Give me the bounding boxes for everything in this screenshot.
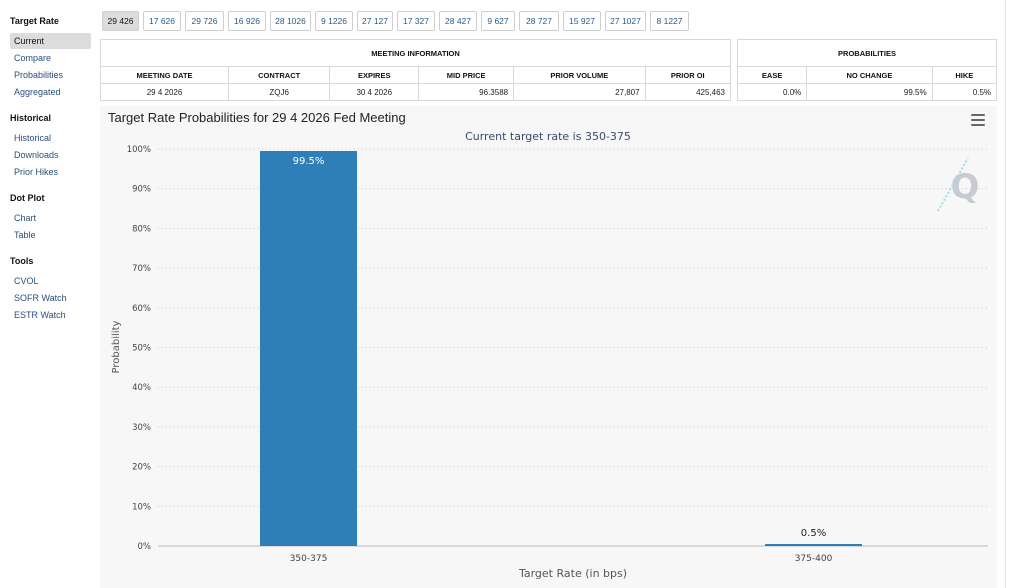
column-header: CONTRACT [228,66,331,84]
table-cell: ZQJ6 [228,83,331,101]
sidebar-item-probabilities[interactable]: Probabilities [14,70,64,80]
y-tick-label: 10% [132,502,151,512]
chart-panel: Target Rate Probabilities for 29 4 2026 … [100,106,997,588]
hamburger-menu-icon[interactable] [971,114,985,126]
x-tick-label: 375-400 [795,554,833,564]
column-header: EXPIRES [329,66,420,84]
column-header: PRIOR VOLUME [513,66,646,84]
y-tick-label: 20% [132,463,151,473]
y-axis-title: Probability [111,320,122,373]
probabilities-title: PROBABILITIES [737,39,997,67]
probability-bar-chart: Current target rate is 350-375 0% 10% 20% 30… [111,130,988,580]
y-tick-label: 70% [132,264,151,274]
probabilities-table: PROBABILITIES EASE NO CHANGE HIKE 0.0% 99.5… [736,39,998,101]
tab-meeting-28-427[interactable]: 28 427 [439,11,477,31]
sidebar-item-historical[interactable]: Historical [14,133,52,143]
column-header: MID PRICE [418,66,515,84]
column-header: EASE [736,66,808,84]
y-tick-label: 80% [132,224,151,234]
tab-meeting-15-927[interactable]: 15 927 [563,11,601,31]
table-cell: 0.0% [736,83,808,101]
sidebar: Target Rate Current Compare Probabilities Ag… [0,0,98,588]
table-cell: 0.5% [931,83,998,101]
y-tick-label: 100% [127,145,151,155]
table-cell: 27,807 [513,83,646,101]
y-tick-label: 60% [132,304,151,314]
sidebar-item-prior-hikes[interactable]: Prior Hikes [14,167,59,177]
tab-meeting-17-327[interactable]: 17 327 [397,11,435,31]
x-tick-label: 350-375 [290,554,328,564]
bar-350-375 [260,150,357,547]
table-cell: 425,463 [644,83,732,101]
sidebar-item-aggregated[interactable]: Aggregated [14,87,61,97]
chart-title: Target Rate Probabilities for 29 4 2026 … [108,110,406,125]
sidebar-item-downloads[interactable]: Downloads [14,150,59,160]
meeting-information-table: MEETING INFORMATION MEETING DATE CONTRACT… [99,39,732,101]
data-label: 0.5% [801,528,826,539]
data-label: 99.5% [293,156,325,167]
bar-375-400 [765,544,862,547]
y-tick-label: 30% [132,423,151,433]
column-header: MEETING DATE [99,66,230,84]
tab-meeting-17-626[interactable]: 17 626 [143,11,181,31]
tab-meeting-29-726[interactable]: 29 726 [185,11,224,31]
sidebar-section-target-rate: Target Rate [10,16,59,26]
sidebar-item-cvol[interactable]: CVOL [14,276,39,286]
tab-meeting-8-1227[interactable]: 8 1227 [650,11,689,31]
chart-subtitle: Current target rate is 350-375 [465,130,631,143]
sidebar-item-compare[interactable]: Compare [14,53,52,63]
scrollbar-track[interactable] [1005,0,1006,588]
table-cell: 99.5% [806,83,933,101]
tab-meeting-27-1027[interactable]: 27 1027 [605,11,646,31]
logo-watermark-icon: Q [951,167,980,207]
sidebar-item-table[interactable]: Table [14,230,36,240]
x-axis-title: Target Rate (in bps) [518,567,627,580]
sidebar-item-estr-watch[interactable]: ESTR Watch [14,310,66,320]
column-header: HIKE [931,66,998,84]
sidebar-item-current[interactable]: Current [10,33,91,49]
sidebar-section-historical: Historical [10,113,52,123]
tab-meeting-16-926[interactable]: 16 926 [228,11,266,31]
sidebar-section-dot-plot: Dot Plot [10,193,45,203]
column-header: PRIOR OI [644,66,732,84]
table-cell: 30 4 2026 [329,83,420,101]
tab-meeting-9-1226[interactable]: 9 1226 [315,11,353,31]
sidebar-section-tools: Tools [10,256,34,266]
tab-meeting-28-1026[interactable]: 28 1026 [270,11,311,31]
tab-meeting-9-627[interactable]: 9 627 [481,11,515,31]
y-tick-label: 50% [132,344,151,354]
table-cell: 96.3588 [418,83,515,101]
sidebar-item-chart[interactable]: Chart [14,213,37,223]
meeting-info-title: MEETING INFORMATION [100,39,731,67]
y-tick-label: 90% [132,185,151,195]
tab-meeting-28-727[interactable]: 28 727 [519,11,559,31]
y-tick-label: 0% [138,542,152,552]
y-tick-label: 40% [132,383,151,393]
column-header: NO CHANGE [806,66,933,84]
sidebar-item-sofr-watch[interactable]: SOFR Watch [14,293,67,303]
tab-meeting-29-426[interactable]: 29 426 [102,11,139,31]
tab-meeting-27-127[interactable]: 27 127 [357,11,393,31]
table-cell: 29 4 2026 [99,83,230,101]
